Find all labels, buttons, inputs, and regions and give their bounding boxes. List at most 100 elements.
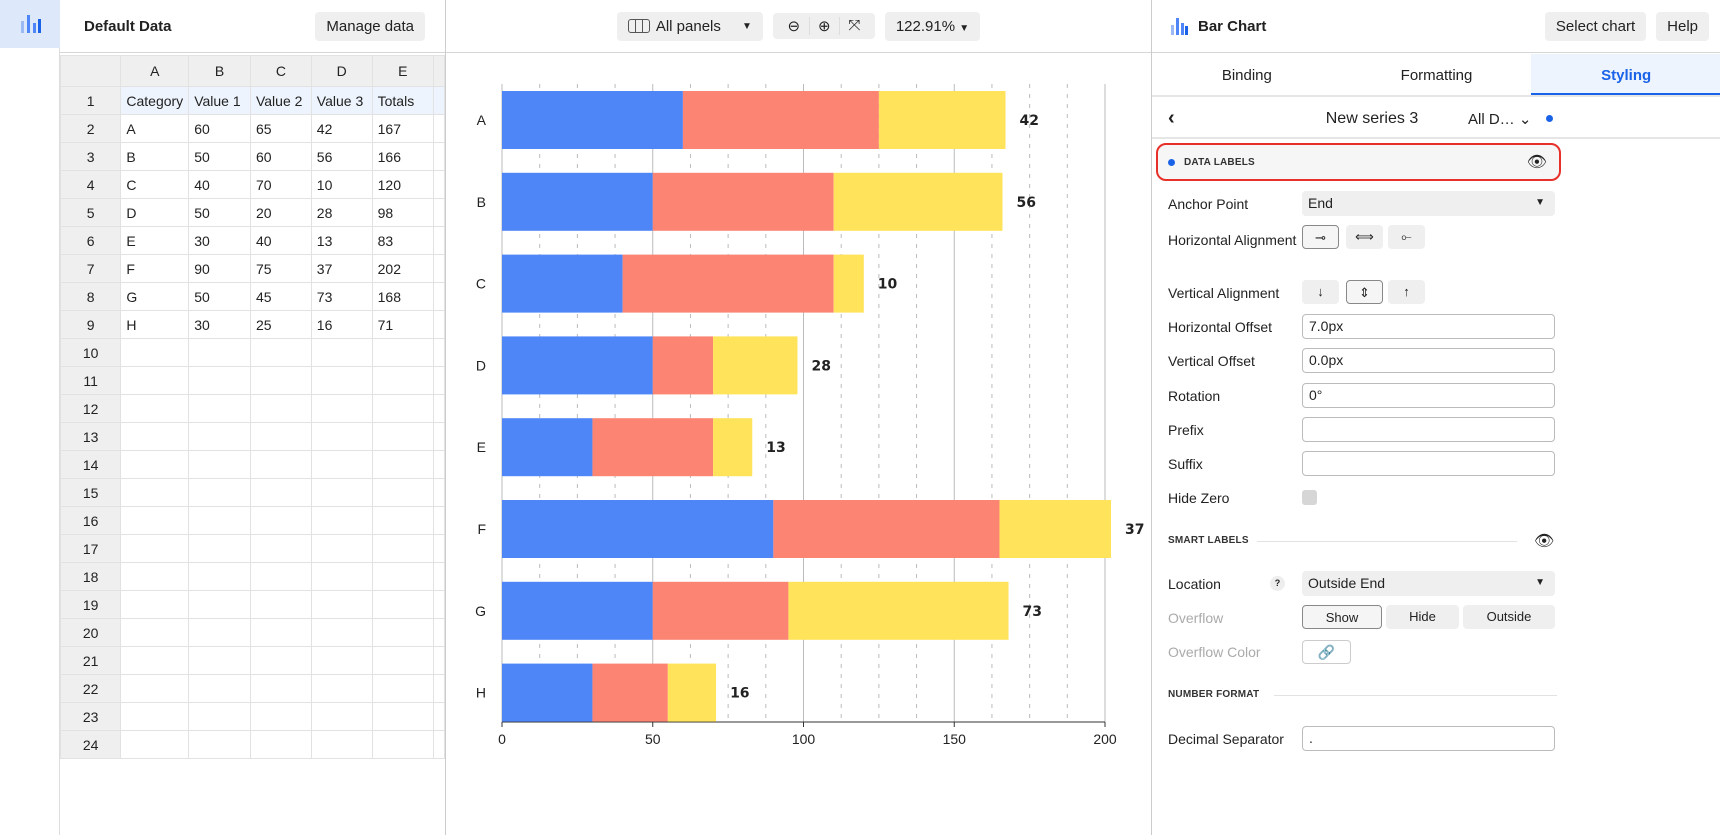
cell[interactable] bbox=[371, 674, 434, 703]
cell[interactable]: 50 bbox=[188, 282, 251, 311]
zoom-level-dropdown[interactable]: 122.91% ▼ bbox=[884, 11, 981, 41]
cell[interactable] bbox=[188, 338, 251, 367]
cell[interactable]: 16 bbox=[310, 310, 373, 339]
cell[interactable] bbox=[371, 338, 434, 367]
cell[interactable] bbox=[188, 646, 251, 675]
cell[interactable] bbox=[249, 450, 312, 479]
cell[interactable] bbox=[310, 702, 373, 731]
cell[interactable] bbox=[249, 730, 312, 759]
cell[interactable]: 50 bbox=[188, 142, 251, 171]
row-header[interactable]: 20 bbox=[59, 618, 122, 647]
overflow-show-button[interactable]: Show bbox=[1302, 605, 1382, 629]
cell[interactable] bbox=[371, 534, 434, 563]
cell[interactable] bbox=[310, 394, 373, 423]
cell[interactable] bbox=[120, 506, 190, 535]
select-chart-button[interactable]: Select chart bbox=[1544, 11, 1647, 41]
cell[interactable]: 60 bbox=[249, 142, 312, 171]
cell[interactable]: Value 1 bbox=[188, 86, 251, 115]
row-header[interactable]: 2 bbox=[59, 114, 122, 143]
cell[interactable] bbox=[249, 590, 312, 619]
cell[interactable] bbox=[310, 674, 373, 703]
zoom-out-icon[interactable]: ⊖ bbox=[787, 18, 801, 35]
rotation-input[interactable]: 0° bbox=[1302, 383, 1555, 408]
cell[interactable] bbox=[371, 730, 434, 759]
cell[interactable] bbox=[188, 618, 251, 647]
cell[interactable] bbox=[120, 674, 190, 703]
cell[interactable] bbox=[120, 646, 190, 675]
eye-icon[interactable]: 👁 bbox=[1534, 533, 1555, 550]
column-header[interactable]: D bbox=[310, 55, 373, 87]
row-header[interactable]: 1 bbox=[59, 86, 122, 115]
align-middle-icon[interactable]: ⇕ bbox=[1346, 280, 1383, 304]
cell[interactable] bbox=[310, 478, 373, 507]
cell[interactable]: 202 bbox=[371, 254, 434, 283]
cell[interactable] bbox=[188, 702, 251, 731]
cell[interactable] bbox=[371, 394, 434, 423]
anchor-point-select[interactable]: End bbox=[1302, 191, 1555, 216]
cell[interactable]: 98 bbox=[371, 198, 434, 227]
cell[interactable] bbox=[249, 338, 312, 367]
row-header[interactable]: 10 bbox=[59, 338, 122, 367]
eye-icon[interactable]: 👁 bbox=[1526, 154, 1547, 171]
cell[interactable] bbox=[310, 646, 373, 675]
cell[interactable] bbox=[188, 422, 251, 451]
decimal-separator-input[interactable]: . bbox=[1302, 726, 1555, 751]
cell[interactable]: C bbox=[120, 170, 190, 199]
column-header[interactable]: A bbox=[120, 55, 190, 87]
cell[interactable]: 167 bbox=[371, 114, 434, 143]
cell[interactable] bbox=[249, 394, 312, 423]
row-header[interactable]: 15 bbox=[59, 478, 122, 507]
cell[interactable]: 56 bbox=[310, 142, 373, 171]
cell[interactable] bbox=[249, 618, 312, 647]
cell[interactable] bbox=[249, 478, 312, 507]
corner-cell[interactable] bbox=[59, 55, 122, 87]
align-top-icon[interactable]: ↑ bbox=[1388, 280, 1425, 304]
row-header[interactable]: 21 bbox=[59, 646, 122, 675]
cell[interactable] bbox=[120, 338, 190, 367]
location-select[interactable]: Outside End bbox=[1302, 571, 1555, 596]
cell[interactable] bbox=[188, 562, 251, 591]
data-labels-section-header[interactable]: DATA LABELS 👁 bbox=[1156, 143, 1561, 181]
cell[interactable] bbox=[310, 422, 373, 451]
cell[interactable]: 120 bbox=[371, 170, 434, 199]
cell[interactable]: F bbox=[120, 254, 190, 283]
row-header[interactable]: 23 bbox=[59, 702, 122, 731]
tab-binding[interactable]: Binding bbox=[1221, 67, 1272, 84]
cell[interactable]: Totals bbox=[371, 86, 434, 115]
align-right-icon[interactable]: ⊸ bbox=[1302, 225, 1339, 249]
row-header[interactable]: 4 bbox=[59, 170, 122, 199]
column-header[interactable]: C bbox=[249, 55, 312, 87]
cell[interactable]: 71 bbox=[371, 310, 434, 339]
cell[interactable]: 75 bbox=[249, 254, 312, 283]
cell[interactable] bbox=[371, 590, 434, 619]
cell[interactable]: 20 bbox=[249, 198, 312, 227]
cell[interactable]: 42 bbox=[310, 114, 373, 143]
cell[interactable]: 50 bbox=[188, 198, 251, 227]
cell[interactable] bbox=[371, 478, 434, 507]
cell[interactable]: 70 bbox=[249, 170, 312, 199]
cell[interactable]: 40 bbox=[188, 170, 251, 199]
cell[interactable]: 10 bbox=[310, 170, 373, 199]
align-left-icon[interactable]: ⟜ bbox=[1388, 225, 1425, 249]
row-header[interactable]: 6 bbox=[59, 226, 122, 255]
tab-formatting[interactable]: Formatting bbox=[1400, 67, 1473, 84]
cell[interactable]: G bbox=[120, 282, 190, 311]
fit-icon[interactable]: ⤧ bbox=[838, 17, 869, 35]
align-bottom-icon[interactable]: ↓ bbox=[1302, 280, 1339, 304]
link-icon[interactable]: 🔗 bbox=[1302, 640, 1351, 664]
row-header[interactable]: 5 bbox=[59, 198, 122, 227]
horizontal-offset-input[interactable]: 7.0px bbox=[1302, 314, 1555, 339]
cell[interactable]: Value 3 bbox=[310, 86, 373, 115]
cell[interactable] bbox=[120, 562, 190, 591]
vertical-offset-input[interactable]: 0.0px bbox=[1302, 348, 1555, 373]
cell[interactable]: 83 bbox=[371, 226, 434, 255]
cell[interactable]: 166 bbox=[371, 142, 434, 171]
row-header[interactable]: 3 bbox=[59, 142, 122, 171]
cell[interactable]: 28 bbox=[310, 198, 373, 227]
cell[interactable] bbox=[371, 366, 434, 395]
cell[interactable] bbox=[188, 394, 251, 423]
cell[interactable]: B bbox=[120, 142, 190, 171]
spreadsheet[interactable]: A B C D E 1 Category Value 1 Value 2 Value 3 Total… bbox=[59, 55, 446, 759]
cell[interactable]: D bbox=[120, 198, 190, 227]
cell[interactable]: 30 bbox=[188, 310, 251, 339]
